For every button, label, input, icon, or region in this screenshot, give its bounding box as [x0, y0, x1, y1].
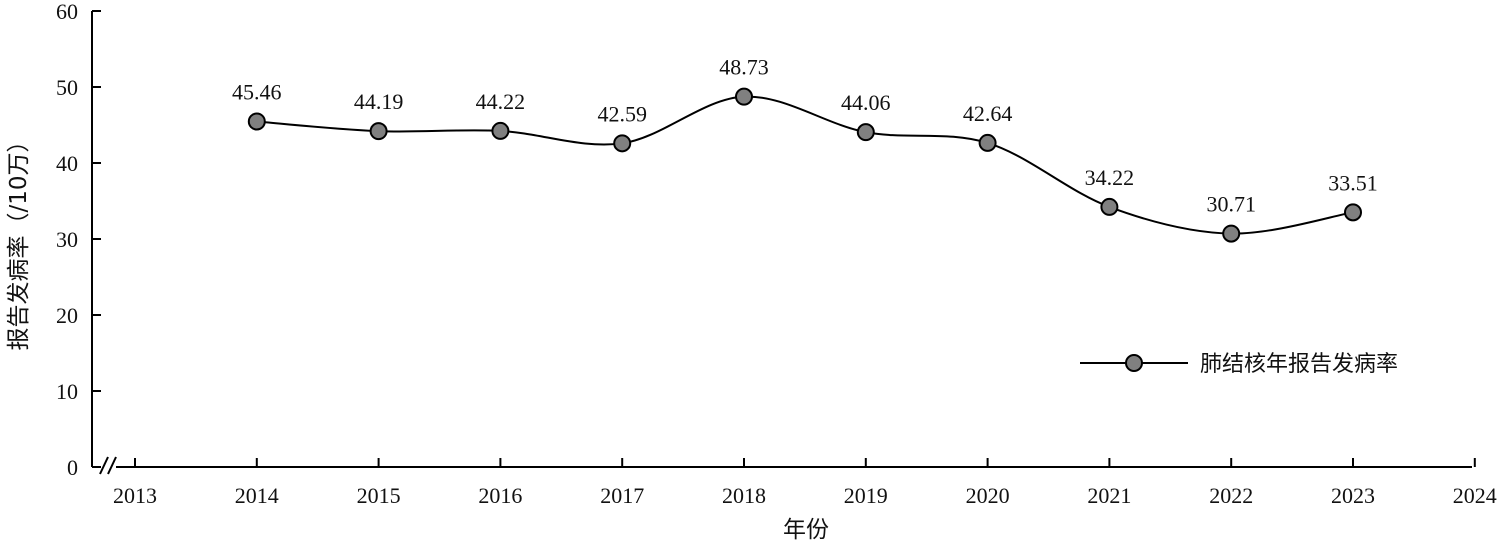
data-point — [613, 134, 632, 153]
axis-break-mark — [99, 455, 117, 475]
ticks: 0 10 20 30 40 50 60 2013 2014 2015 2016 2017 2018 201… — [56, 0, 1497, 508]
x-tick-label: 2014 — [235, 483, 279, 508]
y-tick-label: 10 — [56, 379, 78, 404]
axes — [91, 11, 1472, 475]
x-tick-label: 2017 — [600, 483, 644, 508]
data-label: 30.71 — [1206, 192, 1256, 217]
data-point — [978, 133, 997, 152]
data-point — [491, 121, 510, 140]
data-label: 45.46 — [232, 80, 282, 105]
data-label: 42.59 — [597, 101, 647, 126]
data-label: 34.22 — [1085, 165, 1135, 190]
x-tick-label: 2020 — [966, 483, 1010, 508]
x-tick-label: 2021 — [1087, 483, 1131, 508]
data-point — [1344, 203, 1362, 222]
x-tick-label: 2022 — [1209, 483, 1253, 508]
y-tick-label: 50 — [56, 75, 78, 100]
y-tick-label: 20 — [56, 303, 78, 328]
y-axis-title: 报告发病率（/10万） — [6, 129, 32, 350]
data-label: 44.22 — [476, 89, 526, 114]
y-tick-label: 0 — [67, 455, 78, 480]
data-point — [369, 122, 388, 141]
legend-marker — [1125, 354, 1143, 372]
data-point — [247, 112, 266, 131]
data-label: 44.19 — [354, 89, 404, 114]
data-point — [856, 123, 875, 142]
y-tick-label: 30 — [56, 227, 78, 252]
data-label: 42.64 — [963, 101, 1013, 126]
x-tick-label: 2016 — [478, 483, 522, 508]
x-tick-label: 2019 — [844, 483, 888, 508]
y-tick-label: 40 — [56, 151, 78, 176]
series-line — [256, 95, 1354, 235]
x-tick-label: 2015 — [357, 483, 401, 508]
data-label: 44.06 — [841, 90, 891, 115]
series — [247, 87, 1362, 243]
x-tick-label: 2013 — [113, 483, 157, 508]
data-point — [735, 87, 753, 106]
x-tick-label: 2023 — [1331, 483, 1375, 508]
data-label: 33.51 — [1328, 170, 1378, 195]
x-tick-label: 2018 — [722, 483, 766, 508]
data-point — [1222, 224, 1241, 243]
data-point — [1100, 197, 1119, 216]
legend: 肺结核年报告发病率 — [1080, 352, 1398, 377]
x-tick-label: 2024 — [1453, 483, 1497, 508]
legend-label: 肺结核年报告发病率 — [1200, 352, 1398, 377]
data-labels: 45.46 44.19 44.22 42.59 48.73 44.06 42.64 34.22… — [232, 55, 1378, 217]
y-tick-label: 60 — [56, 0, 78, 24]
x-axis-title: 年份 — [783, 517, 829, 543]
data-label: 48.73 — [719, 55, 769, 80]
